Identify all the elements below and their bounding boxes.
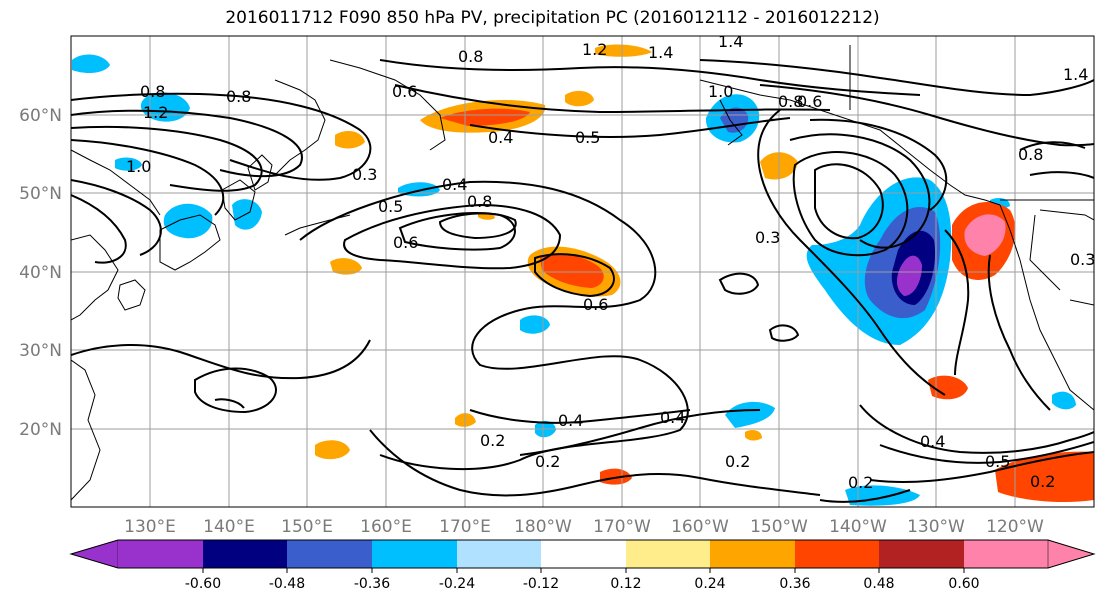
colorbar-bin	[203, 540, 287, 568]
lon-tick-label: 150°W	[750, 517, 808, 537]
colorbar-bin	[118, 540, 203, 568]
contour-label: 0.4	[660, 408, 685, 427]
colorbar-bin	[457, 540, 541, 568]
colorbar-tick-label: -0.60	[185, 576, 221, 592]
lon-tick-label: 130°E	[124, 517, 176, 537]
lon-tick-label: 140°E	[203, 517, 255, 537]
colorbar-bin	[626, 540, 710, 568]
lon-tick-label: 180°W	[514, 517, 572, 537]
contour-label: 0.8	[778, 92, 803, 111]
lat-tick-labels: 60°N 50°N 40°N 30°N 20°N	[19, 106, 62, 440]
contour-label: 0.4	[558, 411, 583, 430]
contour-label: 0.2	[480, 431, 505, 450]
colorbar-tick-label: 0.24	[694, 576, 725, 592]
contour-label: 0.3	[352, 165, 377, 184]
colorbar-tick-label: -0.24	[439, 576, 475, 592]
lat-tick-label: 20°N	[19, 420, 62, 440]
colorbar-extend-low	[70, 539, 119, 569]
lat-tick-label: 50°N	[19, 184, 62, 204]
colorbar-tick-label: 0.48	[863, 576, 894, 592]
neg-anomaly-japan	[163, 203, 213, 239]
colorbar-tick-label: -0.12	[523, 576, 559, 592]
colorbar-tick-label: -0.48	[269, 576, 305, 592]
colorbar: -0.60 -0.48 -0.36 -0.24 -0.12 0.12 0.24 …	[69, 539, 1096, 592]
lat-tick-label: 40°N	[19, 263, 62, 283]
pv-contours	[71, 59, 1094, 503]
contour-label: 1.4	[648, 43, 673, 62]
plot-frame	[70, 35, 1095, 508]
colorbar-tick-label: 0.60	[948, 576, 979, 592]
contour-label: 0.4	[442, 175, 467, 194]
contour-label: 0.2	[725, 452, 750, 471]
contour-label: 0.6	[393, 233, 418, 252]
lon-tick-label: 170°W	[593, 517, 651, 537]
figure-title: 2016011712 F090 850 hPa PV, precipitatio…	[225, 8, 880, 28]
colorbar-bin	[541, 540, 626, 568]
colorbar-bin	[964, 540, 1048, 568]
contour-label: 0.2	[848, 473, 873, 492]
lon-tick-labels: 130°E 140°E 150°E 160°E 170°E 180°W 170°…	[124, 517, 1044, 537]
colorbar-extend-high	[1047, 539, 1095, 569]
colorbar-bin	[710, 540, 795, 568]
contour-label: 1.4	[1063, 65, 1088, 84]
colorbar-bin	[372, 540, 457, 568]
contour-label: 0.4	[920, 432, 945, 451]
contour-label: 1.2	[582, 40, 607, 59]
contour-label: 1.0	[126, 157, 151, 176]
contour-labels: 0.8 1.2 0.8 1.2 1.4 1.4 1.4 0.8 0.8 0.6 …	[126, 32, 1095, 492]
lon-tick-label: 150°E	[281, 517, 333, 537]
contour-label: 1.0	[708, 82, 733, 101]
contour-label: 0.2	[1030, 472, 1055, 491]
lon-tick-label: 170°E	[439, 517, 491, 537]
contour-label: 0.8	[467, 192, 492, 211]
contour-label: 0.6	[392, 82, 417, 101]
colorbar-bin	[879, 540, 964, 568]
contour-label: 1.2	[143, 103, 168, 122]
colorbar-tick-label: -0.36	[354, 576, 390, 592]
contour-label: 0.5	[985, 452, 1010, 471]
contour-label: 0.2	[535, 452, 560, 471]
contour-label: 0.3	[1070, 250, 1095, 269]
contour-label: 0.8	[1018, 145, 1043, 164]
lon-tick-label: 120°W	[986, 517, 1044, 537]
contour-label: 0.8	[458, 47, 483, 66]
lon-tick-label: 130°W	[907, 517, 965, 537]
contour-label: 0.3	[755, 228, 780, 247]
graticule	[71, 36, 1094, 507]
colorbar-bin	[287, 540, 372, 568]
contour-label: 1.4	[718, 32, 743, 51]
contour-label: 0.6	[583, 295, 608, 314]
lat-tick-label: 30°N	[19, 341, 62, 361]
colorbar-bin	[795, 540, 879, 568]
contour-label: 0.8	[140, 82, 165, 101]
colorbar-tick-label: 0.12	[610, 576, 641, 592]
contour-label: 0.5	[575, 128, 600, 147]
contour-label: 0.4	[488, 128, 513, 147]
colorbar-tick-label: 0.36	[779, 576, 810, 592]
lon-tick-label: 140°W	[829, 517, 887, 537]
lon-tick-label: 160°W	[671, 517, 729, 537]
contour-label: 0.5	[378, 197, 403, 216]
contour-label: 0.6	[797, 92, 822, 111]
lon-tick-label: 160°E	[360, 517, 412, 537]
lat-tick-label: 60°N	[19, 106, 62, 126]
contour-label: 0.8	[226, 87, 251, 106]
